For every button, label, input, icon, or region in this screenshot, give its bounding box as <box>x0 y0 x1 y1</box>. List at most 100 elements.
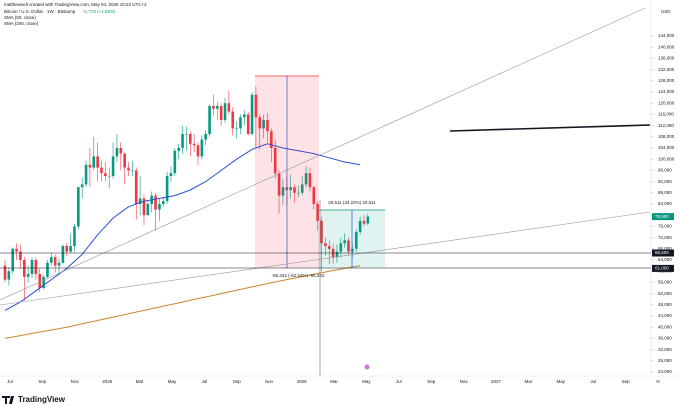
candle-body <box>50 257 53 263</box>
candle-body <box>358 220 362 232</box>
candle-body <box>165 176 169 202</box>
x-tick-label: Jul <box>396 379 402 384</box>
candle-body <box>123 153 126 168</box>
candle-body <box>80 184 84 188</box>
y-tick-label: 120,000 <box>658 100 675 105</box>
candle-body <box>246 114 250 134</box>
candle-body <box>327 246 331 249</box>
brand: TradingView <box>18 395 66 404</box>
candle-body <box>347 240 350 252</box>
y-tick-label: 96,000 <box>658 168 672 173</box>
y-tick-label: 136,000 <box>658 56 675 61</box>
candle-body <box>119 148 123 154</box>
candle-body <box>138 198 142 204</box>
x-tick-label: 2025 <box>102 379 113 384</box>
candle-body <box>77 187 80 227</box>
candle-body <box>96 156 99 168</box>
y-tick-label: 112,000 <box>658 123 674 128</box>
x-tick-label: N <box>656 379 659 384</box>
currency: USD <box>661 9 671 14</box>
y-tick-label: 36,000 <box>658 336 672 341</box>
candle-body <box>300 184 304 193</box>
candle-body <box>312 187 316 204</box>
candle-body <box>146 204 150 216</box>
candle-body <box>104 173 107 176</box>
candle-body <box>30 260 34 274</box>
y-tick-label: 68,000 <box>658 246 672 251</box>
candle-body <box>23 260 26 277</box>
candle-body <box>316 204 319 221</box>
candle-body <box>273 148 277 174</box>
x-tick-label: 2027 <box>491 379 502 384</box>
candle-body <box>46 262 49 277</box>
x-tick-label: Nov <box>460 379 469 384</box>
candle-body <box>212 106 215 109</box>
change: +1,773 (+1.88%) <box>82 9 116 14</box>
candle-body <box>158 204 161 210</box>
price-tag-label: 79,500 <box>655 214 669 219</box>
candle-body <box>142 198 146 216</box>
trend-line <box>0 7 646 301</box>
y-tick-label: 56,000 <box>658 280 672 285</box>
candle-body <box>320 220 323 244</box>
logo <box>2 396 14 404</box>
y-tick-label: 124,000 <box>658 89 675 94</box>
trend-line <box>0 211 651 306</box>
x-tick-label: 2026 <box>297 379 308 384</box>
candle-body <box>254 94 258 118</box>
sma-line <box>4 143 361 311</box>
candle-body <box>73 226 76 246</box>
candle-body <box>26 274 30 277</box>
candle-body <box>185 134 188 135</box>
y-tick-label: 64,000 <box>658 257 672 262</box>
candle-body <box>304 173 308 185</box>
candle-body <box>362 220 366 224</box>
candle-body <box>34 260 38 274</box>
candle-body <box>115 148 119 157</box>
candle-body <box>107 176 111 177</box>
symbol: Bitcoin / U.S. Dollar · 1W · Bitstamp <box>4 9 76 14</box>
x-tick-label: Sep <box>427 379 436 384</box>
candle-body <box>343 240 346 244</box>
candle-body <box>11 248 15 272</box>
candle-body <box>173 150 177 174</box>
candle-body <box>131 170 134 171</box>
candle-body <box>61 246 65 263</box>
candle-body <box>69 246 72 252</box>
sma-line <box>4 265 361 339</box>
y-tick-label: 100,000 <box>658 156 675 161</box>
credit: matthewsell created with TradingView.com… <box>4 2 147 7</box>
candle-body <box>177 148 180 151</box>
candle-body <box>204 134 208 140</box>
y-tick-label: 92,000 <box>658 179 672 184</box>
x-tick-label: Sep <box>622 379 631 384</box>
price-tag <box>652 213 674 221</box>
candle-body <box>100 167 103 174</box>
candle-body <box>239 117 242 129</box>
candle-body <box>169 173 173 176</box>
candle-body <box>181 134 184 148</box>
y-tick-label: 52,000 <box>658 291 672 296</box>
drop-label: -86,342 (-52.54%) -86,342 <box>272 273 325 278</box>
candle-body <box>134 170 138 204</box>
y-tick-label: 128,000 <box>658 78 675 83</box>
candle-body <box>188 134 192 144</box>
candle-body <box>65 246 69 252</box>
x-tick-label: Mar <box>525 379 533 384</box>
candle-body <box>57 262 61 266</box>
candle-body <box>308 173 312 188</box>
candle-body <box>235 128 238 129</box>
y-tick-label: 108,000 <box>658 134 675 139</box>
candle-body <box>161 201 165 204</box>
legend-entry: SMA (200, close) <box>4 21 39 26</box>
candle-body <box>38 274 42 288</box>
candle-body <box>42 276 45 288</box>
event-icon[interactable] <box>364 364 370 370</box>
candle-body <box>88 164 92 168</box>
y-tick-label: 32,000 <box>658 347 672 352</box>
candle-body <box>293 187 296 193</box>
plot <box>3 86 370 339</box>
x-tick-label: Jul <box>202 379 208 384</box>
candle-body <box>339 243 343 252</box>
